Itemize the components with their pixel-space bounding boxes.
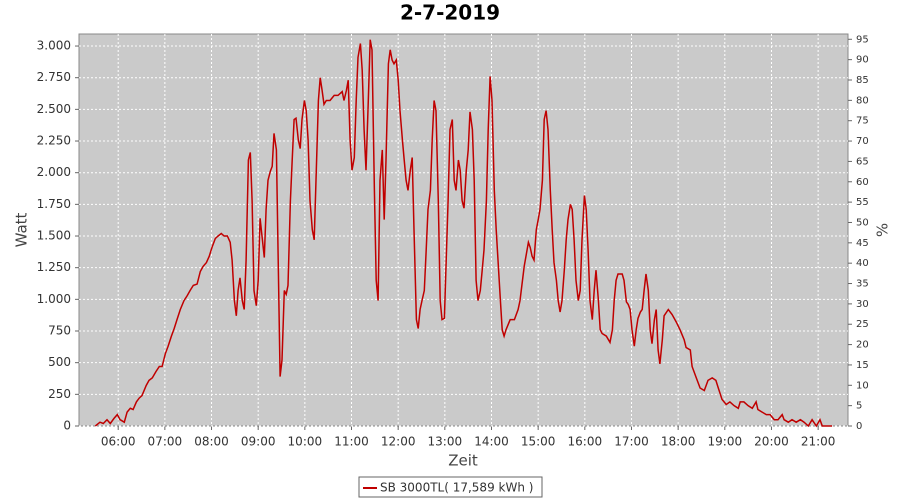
y-tick-label: 1.000: [37, 292, 71, 306]
x-tick-label: 20:00: [754, 435, 789, 449]
x-tick-label: 11:00: [334, 435, 369, 449]
y-tick-label: 1.250: [37, 260, 71, 274]
y2-tick-label: 35: [856, 279, 869, 290]
y-tick-label: 1.500: [37, 229, 71, 243]
y2-tick-label: 90: [856, 55, 869, 66]
y2-tick-label: 10: [856, 380, 869, 391]
x-tick-label: 13:00: [428, 435, 463, 449]
data-line: [94, 39, 833, 428]
y2-tick-label: 5: [856, 401, 862, 412]
x-axis-label: Zeit: [448, 452, 478, 470]
y2-tick-label: 20: [856, 340, 869, 351]
x-tick-label: 16:00: [568, 435, 603, 449]
y2-axis-label: %: [874, 223, 892, 237]
y2-tick-label: 80: [856, 95, 869, 106]
plot-area: [78, 33, 849, 427]
y-tick-label: 2.500: [37, 102, 71, 116]
y2-tick-label: 40: [856, 258, 869, 269]
legend-label: SB 3000TL( 17,589 kWh ): [380, 481, 533, 495]
x-tick-label: 17:00: [614, 435, 649, 449]
x-tick-label: 14:00: [474, 435, 509, 449]
y-tick-label: 2.750: [37, 70, 71, 84]
chart-title: 2-7-2019: [400, 1, 500, 25]
x-tick-label: 06:00: [101, 435, 136, 449]
y2-tick-label: 60: [856, 177, 869, 188]
x-tick-label: 12:00: [381, 435, 416, 449]
x-tick-label: 09:00: [241, 435, 276, 449]
x-tick-label: 18:00: [661, 435, 696, 449]
y-tick-label: 2.000: [37, 165, 71, 179]
x-tick-label: 19:00: [708, 435, 743, 449]
y2-tick-label: 25: [856, 319, 869, 330]
y-tick-label: 250: [48, 387, 71, 401]
x-tick-label: 21:00: [801, 435, 836, 449]
x-tick-label: 15:00: [521, 435, 556, 449]
y2-tick-label: 15: [856, 360, 869, 371]
x-tick-label: 07:00: [148, 435, 183, 449]
y2-tick-label: 55: [856, 197, 869, 208]
y2-tick-label: 30: [856, 299, 869, 310]
y-tick-label: 2.250: [37, 134, 71, 148]
y2-tick-label: 45: [856, 238, 869, 249]
y2-tick-label: 75: [856, 116, 869, 127]
x-tick-label: 10:00: [288, 435, 323, 449]
legend-box: [358, 476, 543, 498]
y-tick-label: 3.000: [37, 39, 71, 53]
y2-tick-label: 65: [856, 156, 869, 167]
y2-tick-label: 50: [856, 217, 869, 228]
y-tick-label: 1.750: [37, 197, 71, 211]
y2-tick-label: 85: [856, 75, 869, 86]
y2-tick-label: 0: [856, 421, 862, 432]
y-tick-label: 0: [63, 419, 71, 433]
y-tick-label: 500: [48, 355, 71, 369]
y2-tick-label: 95: [856, 34, 869, 45]
y2-tick-label: 70: [856, 136, 869, 147]
x-tick-label: 08:00: [194, 435, 229, 449]
y-tick-label: 750: [48, 324, 71, 338]
y-axis-label: Watt: [13, 212, 31, 247]
